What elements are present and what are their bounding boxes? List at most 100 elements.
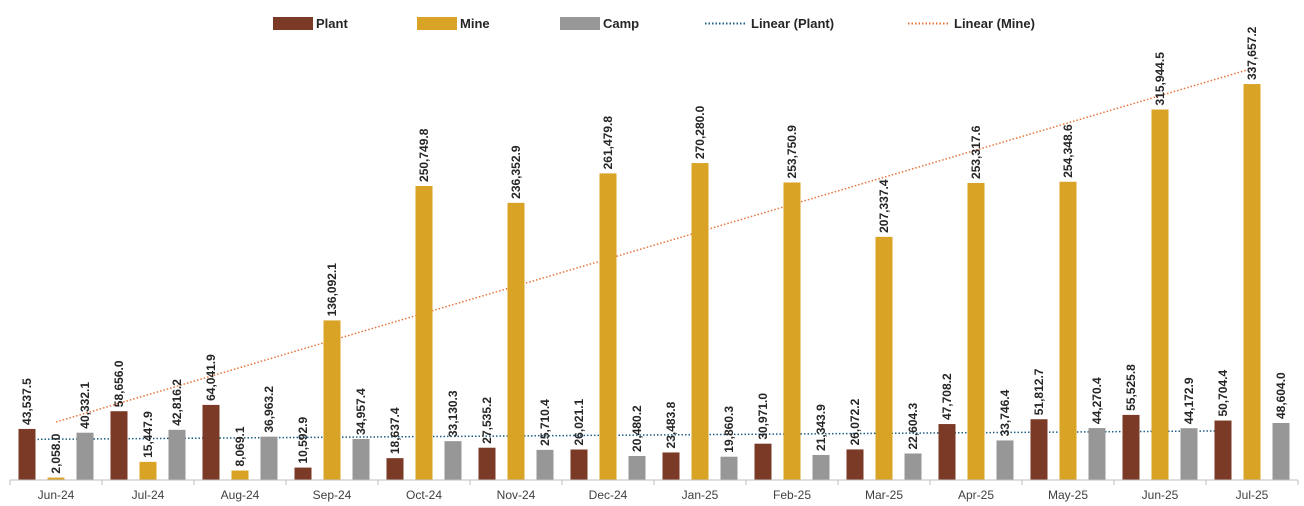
data-label-mine: 2,058.0 — [49, 433, 63, 473]
bar-mine — [507, 202, 525, 481]
data-label-camp: 34,957.4 — [354, 388, 368, 435]
bar-camp — [812, 454, 830, 480]
bar-camp — [904, 453, 922, 480]
data-label-plant: 10,592.9 — [296, 417, 310, 464]
bar-mine — [415, 185, 433, 480]
bar-plant — [1030, 419, 1048, 480]
legend-swatch-camp — [560, 17, 600, 30]
data-label-plant: 27,535.2 — [480, 397, 494, 444]
bar-plant — [846, 449, 864, 480]
data-label-camp: 42,816.2 — [170, 379, 184, 426]
bar-mine — [47, 477, 65, 480]
data-label-mine: 270,280.0 — [693, 105, 707, 159]
data-label-plant: 23,483.8 — [664, 401, 678, 448]
bar-plant — [294, 467, 312, 480]
data-label-plant: 58,656.0 — [112, 360, 126, 407]
data-label-mine: 254,348.6 — [1061, 124, 1075, 178]
data-label-plant: 30,971.0 — [756, 393, 770, 440]
bar-mine — [875, 236, 893, 480]
data-label-camp: 44,172.9 — [1182, 377, 1196, 424]
legend-swatch-plant — [273, 17, 313, 30]
x-tick-label: Aug-24 — [221, 488, 260, 502]
bar-mine — [139, 461, 157, 480]
bar-plant — [1214, 420, 1232, 480]
bar-plant — [1122, 414, 1140, 480]
x-axis: Jun-24 Jul-24 Aug-24 Sep-24 Oct-24 Nov-24 Dec-… — [9, 480, 1299, 502]
bar-plant — [478, 447, 496, 480]
x-tick-label: Mar-25 — [865, 488, 903, 502]
data-label-camp: 33,746.4 — [998, 389, 1012, 436]
data-label-plant: 43,537.5 — [20, 378, 34, 425]
x-tick-label: Dec-24 — [589, 488, 628, 502]
data-label-mine: 253,317.6 — [969, 125, 983, 179]
bar-mine — [783, 182, 801, 481]
bar-camp — [352, 439, 370, 480]
x-tick-label: Jul-24 — [132, 488, 165, 502]
data-label-plant: 18,637.4 — [388, 407, 402, 454]
x-tick-label: Apr-25 — [958, 488, 994, 502]
bar-camp — [168, 429, 186, 480]
bar-camp — [536, 449, 554, 480]
bar-camp — [1272, 423, 1290, 480]
data-label-plant: 64,041.9 — [204, 354, 218, 401]
data-label-plant: 47,708.2 — [940, 373, 954, 420]
x-tick-label: Jun-24 — [38, 488, 75, 502]
bar-plant — [110, 411, 128, 480]
bar-plant — [938, 424, 956, 480]
bar-camp — [720, 456, 738, 480]
bar-mine — [231, 470, 249, 480]
bar-plant — [202, 404, 220, 480]
data-label-camp: 21,343.9 — [814, 404, 828, 451]
x-tick-label: Jan-25 — [682, 488, 719, 502]
bar-mine — [691, 163, 709, 481]
bars — [18, 84, 1290, 481]
legend: Plant Mine Camp Linear (Plant) Linear (Mine) — [273, 16, 1035, 31]
data-label-plant: 51,812.7 — [1032, 368, 1046, 415]
trendlines — [26, 67, 1253, 441]
x-tick-label: Sep-24 — [313, 488, 352, 502]
x-tick-label: Nov-24 — [497, 488, 536, 502]
bar-mine — [1151, 109, 1169, 480]
data-label-camp: 36,963.2 — [262, 386, 276, 433]
data-label-camp: 22,604.3 — [906, 402, 920, 449]
trendline-mine — [55, 67, 1253, 423]
data-label-mine: 207,337.4 — [877, 179, 891, 233]
bar-camp — [628, 455, 646, 480]
data-label-mine: 15,447.9 — [141, 411, 155, 458]
data-label-camp: 44,270.4 — [1090, 377, 1104, 424]
data-label-camp: 48,604.0 — [1274, 372, 1288, 419]
data-label-camp: 25,710.4 — [538, 399, 552, 446]
bar-plant — [662, 452, 680, 480]
data-label-mine: 261,479.8 — [601, 116, 615, 170]
data-label-mine: 8,069.1 — [233, 426, 247, 466]
data-label-plant: 55,525.8 — [1124, 364, 1138, 411]
data-label-camp: 40,332.1 — [78, 382, 92, 429]
data-label-mine: 337,657.2 — [1245, 26, 1259, 80]
data-label-mine: 136,092.1 — [325, 263, 339, 317]
data-label-mine: 250,749.8 — [417, 128, 431, 182]
data-label-plant: 50,704.4 — [1216, 370, 1230, 417]
bar-mine — [1059, 181, 1077, 481]
legend-swatch-mine — [417, 17, 457, 30]
data-labels: 43,537.5 58,656.0 64,041.9 10,592.9 18,637.4… — [20, 26, 1288, 473]
data-label-camp: 19,860.3 — [722, 406, 736, 453]
bar-mine — [323, 320, 341, 480]
legend-label-mine: Mine — [460, 16, 490, 31]
data-label-mine: 236,352.9 — [509, 145, 523, 199]
data-label-mine: 315,944.5 — [1153, 52, 1167, 106]
bar-camp — [1180, 428, 1198, 480]
bar-plant — [18, 428, 36, 480]
bar-mine — [967, 182, 985, 480]
bar-camp — [1088, 428, 1106, 480]
legend-label-camp: Camp — [603, 16, 639, 31]
x-tick-label: Jul-25 — [1236, 488, 1269, 502]
bar-mine — [599, 173, 617, 481]
data-label-plant: 26,021.1 — [572, 398, 586, 445]
data-label-plant: 26,072.2 — [848, 398, 862, 445]
bar-camp — [996, 440, 1014, 480]
legend-label-linear-plant-: Linear (Plant) — [751, 16, 834, 31]
bar-camp — [260, 436, 278, 480]
bar-camp — [444, 441, 462, 480]
bar-camp — [76, 432, 94, 480]
